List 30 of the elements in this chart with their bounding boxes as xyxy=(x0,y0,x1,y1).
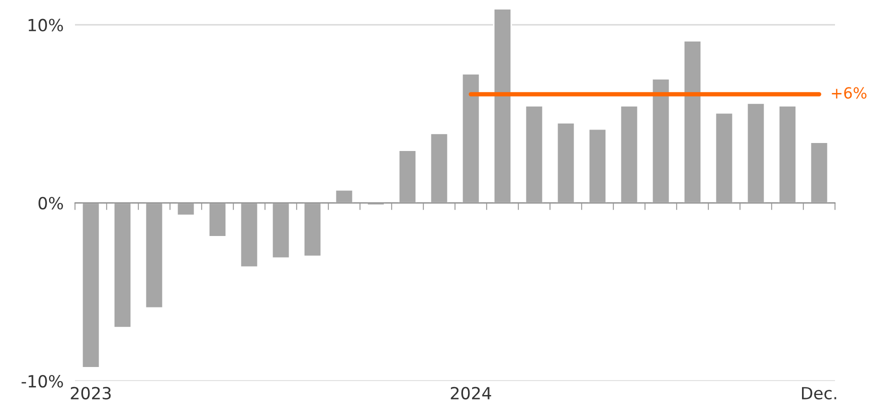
bar xyxy=(176,202,196,216)
bar xyxy=(714,112,734,204)
y-tick-label: -10% xyxy=(22,374,63,388)
bar xyxy=(303,202,322,258)
annotation: +6% xyxy=(832,87,866,99)
bar xyxy=(430,132,449,204)
bar xyxy=(620,105,639,204)
bar xyxy=(334,189,354,204)
x-tick-label: 2023 xyxy=(70,386,111,400)
x-tick-label: Dec. xyxy=(802,387,836,400)
bar xyxy=(651,78,670,204)
bar xyxy=(461,73,480,204)
bar xyxy=(556,122,576,204)
bar xyxy=(113,202,132,328)
bar xyxy=(271,202,290,259)
bar xyxy=(683,40,702,204)
y-tick-label: 10% xyxy=(28,18,63,32)
bar xyxy=(524,105,544,204)
bar xyxy=(208,202,227,238)
bar xyxy=(144,202,164,309)
bar xyxy=(778,105,797,204)
bar xyxy=(81,202,100,368)
y-tick-label: 0% xyxy=(38,196,63,210)
bar xyxy=(398,150,417,204)
bar xyxy=(493,8,512,204)
x-tick-label: 2024 xyxy=(450,386,492,400)
bar xyxy=(240,202,259,268)
bar xyxy=(746,102,766,204)
bar xyxy=(588,128,607,204)
bar xyxy=(810,142,829,204)
